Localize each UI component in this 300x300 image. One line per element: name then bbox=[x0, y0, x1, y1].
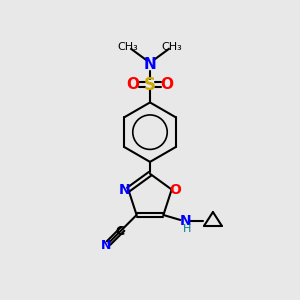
Text: N: N bbox=[179, 214, 191, 228]
Text: CH₃: CH₃ bbox=[161, 42, 182, 52]
Text: O: O bbox=[127, 77, 140, 92]
Text: N: N bbox=[118, 182, 130, 197]
Text: N: N bbox=[100, 239, 111, 253]
Text: O: O bbox=[160, 77, 173, 92]
Text: O: O bbox=[170, 182, 182, 197]
Text: C: C bbox=[115, 226, 124, 238]
Text: CH₃: CH₃ bbox=[118, 42, 139, 52]
Text: S: S bbox=[144, 76, 156, 94]
Text: H: H bbox=[183, 224, 191, 234]
Text: N: N bbox=[144, 57, 156, 72]
